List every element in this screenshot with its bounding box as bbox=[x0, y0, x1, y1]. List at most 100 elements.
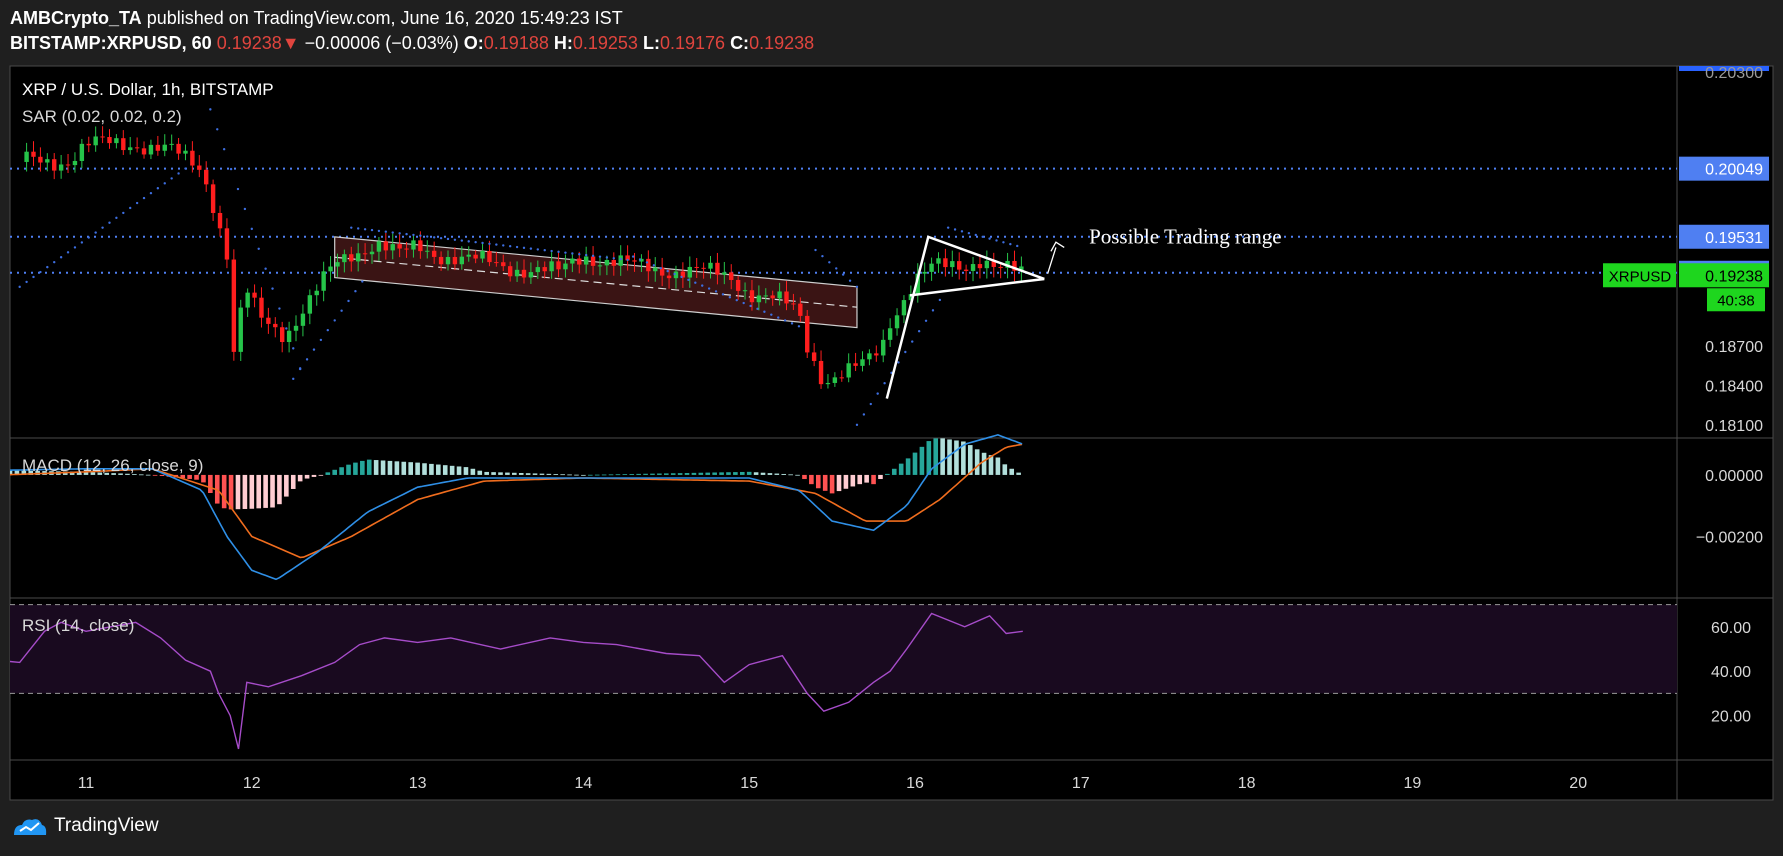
macd-histogram-bar bbox=[484, 471, 489, 475]
candle bbox=[618, 255, 623, 266]
macd-histogram-bar bbox=[69, 471, 75, 475]
sar-dot bbox=[612, 257, 615, 260]
candle bbox=[798, 303, 803, 316]
macd-histogram-bar bbox=[1, 470, 6, 475]
published-text: published on TradingView.com, June 16, 2… bbox=[146, 8, 623, 28]
candle bbox=[908, 294, 914, 301]
sar-dot bbox=[855, 423, 859, 427]
sar-dot bbox=[749, 304, 752, 308]
macd-histogram-bar bbox=[187, 474, 192, 479]
sar-dot bbox=[405, 232, 408, 236]
macd-histogram-bar bbox=[988, 455, 994, 475]
sar-dot bbox=[638, 258, 642, 261]
candle bbox=[155, 144, 161, 151]
macd-histogram-bar bbox=[739, 471, 745, 475]
countdown-badge bbox=[1707, 288, 1765, 312]
macd-histogram-bar bbox=[553, 474, 559, 475]
macd-histogram-bar bbox=[325, 472, 331, 475]
candle bbox=[970, 264, 976, 271]
candle bbox=[846, 363, 851, 378]
macd-histogram-bar bbox=[442, 465, 448, 475]
candle bbox=[425, 250, 430, 252]
macd-histogram-bar bbox=[891, 468, 897, 475]
tradingview-footer[interactable]: TradingView bbox=[12, 815, 159, 837]
macd-histogram-bar bbox=[657, 473, 662, 475]
candle bbox=[45, 159, 50, 163]
candle bbox=[183, 150, 188, 154]
macd-histogram-bar bbox=[111, 473, 116, 475]
candle bbox=[666, 275, 672, 279]
macd-histogram-bar bbox=[90, 472, 96, 475]
sar-dot bbox=[862, 413, 866, 416]
sar-dot bbox=[995, 239, 998, 242]
sar-dot bbox=[742, 301, 745, 305]
sar-dot bbox=[897, 361, 900, 364]
macd-histogram-bar bbox=[726, 472, 731, 475]
sar-dot bbox=[398, 232, 401, 235]
macd-histogram-bar bbox=[505, 472, 510, 475]
sar-dot bbox=[687, 278, 690, 282]
macd-histogram-bar bbox=[97, 472, 103, 475]
close-value: 0.19238 bbox=[749, 33, 815, 53]
sar-dot bbox=[814, 248, 817, 252]
macd-histogram-bar bbox=[256, 474, 262, 509]
macd-histogram-bar bbox=[470, 468, 476, 475]
candle bbox=[79, 143, 85, 161]
current-price-badge bbox=[1679, 263, 1769, 288]
macd-histogram-bar bbox=[477, 470, 483, 475]
time-tick-label: 19 bbox=[1404, 775, 1422, 792]
macd-histogram-bar bbox=[366, 459, 372, 475]
sar-dot bbox=[250, 227, 253, 231]
macd-histogram-bar bbox=[705, 472, 711, 475]
breakout-arrow-icon bbox=[1047, 241, 1065, 274]
sar-dot bbox=[377, 229, 381, 233]
macd-histogram-bar bbox=[10, 470, 13, 475]
candle bbox=[611, 259, 616, 266]
candle bbox=[31, 151, 36, 157]
macd-histogram-bar bbox=[947, 439, 952, 475]
candle bbox=[556, 261, 561, 270]
sar-dot bbox=[257, 247, 260, 250]
sar-dot bbox=[701, 284, 704, 287]
macd-histogram-bar bbox=[574, 474, 579, 476]
macd-histogram-bar bbox=[311, 474, 317, 477]
macd-histogram-bar bbox=[650, 473, 655, 475]
candle bbox=[445, 257, 451, 265]
sar-dot bbox=[356, 227, 360, 230]
macd-histogram-bar bbox=[981, 452, 987, 475]
last-price: 0.19238 bbox=[216, 33, 282, 53]
candle bbox=[708, 262, 713, 269]
macd-histogram-bar bbox=[795, 474, 800, 476]
sar-dot bbox=[446, 237, 450, 241]
candle bbox=[791, 303, 796, 305]
publisher-name[interactable]: AMBCrypto_TA bbox=[10, 8, 142, 28]
sar-dot bbox=[264, 267, 267, 270]
candle bbox=[805, 315, 810, 353]
macd-histogram-bar bbox=[304, 474, 310, 479]
brand-name: TradingView bbox=[54, 815, 159, 836]
price-tick-label: 0.18700 bbox=[1705, 339, 1763, 356]
candle bbox=[100, 136, 105, 138]
sar-dot bbox=[967, 231, 971, 235]
candle bbox=[86, 143, 91, 146]
sar-dot bbox=[25, 280, 28, 284]
candle bbox=[197, 165, 202, 170]
sar-dot bbox=[73, 246, 77, 249]
sar-dot bbox=[347, 299, 350, 303]
candle bbox=[729, 272, 734, 280]
macd-histogram-bar bbox=[145, 474, 151, 476]
macd-histogram-bar bbox=[463, 467, 469, 475]
candle bbox=[570, 258, 575, 264]
macd-histogram-bar bbox=[664, 473, 669, 475]
candle bbox=[839, 377, 844, 379]
candle bbox=[673, 271, 679, 279]
sar-dot bbox=[340, 309, 343, 312]
plot-area: Possible Trading range bbox=[1, 108, 1677, 750]
macd-histogram-bar bbox=[712, 472, 717, 475]
sar-dot bbox=[522, 246, 526, 250]
macd-histogram-bar bbox=[608, 474, 614, 476]
macd-histogram-bar bbox=[332, 469, 337, 475]
sar-dot bbox=[326, 328, 329, 332]
macd-histogram-bar bbox=[898, 463, 904, 475]
